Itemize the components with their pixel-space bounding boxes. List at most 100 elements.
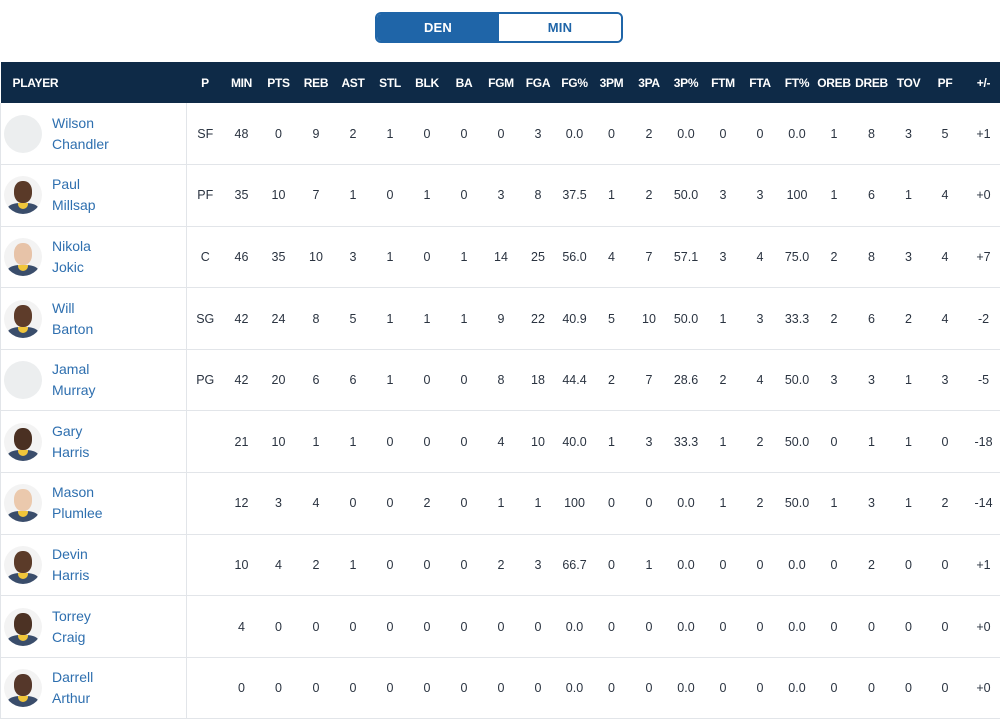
player-last-name[interactable]: Plumlee	[52, 503, 103, 524]
player-first-name[interactable]: Will	[52, 298, 93, 319]
column-header-plus-minus[interactable]: +/-	[964, 62, 1000, 103]
column-header-3pm[interactable]: 3PM	[593, 62, 631, 103]
stat-cell-3pm: 1	[593, 165, 631, 227]
player-last-name[interactable]: Chandler	[52, 134, 109, 155]
column-header-fgm[interactable]: FGM	[483, 62, 520, 103]
column-header-blk[interactable]: BLK	[409, 62, 446, 103]
stat-cell-fgm: 1	[483, 473, 520, 535]
stat-cell-dreb: 0	[853, 657, 891, 719]
stat-cell-pf: 3	[927, 349, 964, 411]
stat-cell-fga: 1	[520, 473, 557, 535]
stat-cell-fgm: 4	[483, 411, 520, 473]
stat-cell-fga: 3	[520, 103, 557, 165]
stat-cell-tov: 2	[891, 288, 927, 350]
stat-cell-ast: 2	[335, 103, 372, 165]
column-header-p[interactable]: P	[187, 62, 224, 103]
column-header-fg-pct[interactable]: FG%	[557, 62, 593, 103]
stat-cell-ftm: 0	[705, 657, 742, 719]
stat-cell-pts: 35	[260, 226, 298, 288]
stat-cell-min: 10	[224, 534, 260, 596]
stat-cell-ftm: 0	[705, 103, 742, 165]
column-header-oreb[interactable]: OREB	[816, 62, 853, 103]
stat-cell-reb: 10	[298, 226, 335, 288]
column-header-tov[interactable]: TOV	[891, 62, 927, 103]
player-first-name[interactable]: Nikola	[52, 236, 91, 257]
stat-cell-stl: 0	[372, 473, 409, 535]
stat-cell-p	[187, 657, 224, 719]
column-header-ftm[interactable]: FTM	[705, 62, 742, 103]
column-header-ft-pct[interactable]: FT%	[779, 62, 816, 103]
stat-cell-fgm: 9	[483, 288, 520, 350]
player-last-name[interactable]: Arthur	[52, 688, 93, 709]
stat-cell-plus-minus: +0	[964, 165, 1000, 227]
player-first-name[interactable]: Darrell	[52, 667, 93, 688]
player-last-name[interactable]: Craig	[52, 627, 91, 648]
stat-cell-reb: 6	[298, 349, 335, 411]
player-last-name[interactable]: Harris	[52, 442, 89, 463]
player-first-name[interactable]: Jamal	[52, 359, 96, 380]
column-header-ba[interactable]: BA	[446, 62, 483, 103]
stat-cell-fta: 3	[742, 288, 779, 350]
stat-cell-dreb: 3	[853, 349, 891, 411]
stat-cell-blk: 0	[409, 226, 446, 288]
stat-cell-oreb: 3	[816, 349, 853, 411]
stat-cell-reb: 2	[298, 534, 335, 596]
column-header-player[interactable]: PLAYER	[1, 62, 187, 103]
column-header-3p-pct[interactable]: 3P%	[668, 62, 705, 103]
column-header-dreb[interactable]: DREB	[853, 62, 891, 103]
stat-cell-reb: 9	[298, 103, 335, 165]
player-last-name[interactable]: Murray	[52, 380, 96, 401]
player-last-name[interactable]: Millsap	[52, 195, 96, 216]
stat-cell-ft-pct: 75.0	[779, 226, 816, 288]
stat-cell-ftm: 1	[705, 288, 742, 350]
column-header-pts[interactable]: PTS	[260, 62, 298, 103]
player-first-name[interactable]: Devin	[52, 544, 89, 565]
stat-cell-ba: 0	[446, 534, 483, 596]
stat-cell-min: 4	[224, 596, 260, 658]
player-first-name[interactable]: Torrey	[52, 606, 91, 627]
stat-cell-ftm: 1	[705, 411, 742, 473]
stat-cell-ast: 1	[335, 165, 372, 227]
stat-cell-stl: 1	[372, 226, 409, 288]
player-last-name[interactable]: Harris	[52, 565, 89, 586]
player-first-name[interactable]: Wilson	[52, 113, 109, 134]
column-header-3pa[interactable]: 3PA	[631, 62, 668, 103]
stat-cell-ast: 5	[335, 288, 372, 350]
column-header-pf[interactable]: PF	[927, 62, 964, 103]
stat-cell-pts: 10	[260, 165, 298, 227]
stat-cell-reb: 0	[298, 596, 335, 658]
stat-cell-p	[187, 534, 224, 596]
stat-cell-pf: 0	[927, 411, 964, 473]
player-first-name[interactable]: Gary	[52, 421, 89, 442]
avatar	[4, 361, 42, 399]
column-header-min[interactable]: MIN	[224, 62, 260, 103]
column-header-stl[interactable]: STL	[372, 62, 409, 103]
stat-cell-blk: 0	[409, 349, 446, 411]
player-last-name[interactable]: Jokic	[52, 257, 91, 278]
player-first-name[interactable]: Paul	[52, 174, 96, 195]
stat-cell-fg-pct: 56.0	[557, 226, 593, 288]
team-tab-den[interactable]: DEN	[377, 14, 499, 41]
column-header-ast[interactable]: AST	[335, 62, 372, 103]
team-tab-min[interactable]: MIN	[499, 14, 621, 41]
column-header-fta[interactable]: FTA	[742, 62, 779, 103]
column-header-reb[interactable]: REB	[298, 62, 335, 103]
stat-cell-dreb: 6	[853, 288, 891, 350]
stat-cell-fg-pct: 40.0	[557, 411, 593, 473]
player-last-name[interactable]: Barton	[52, 319, 93, 340]
column-header-fga[interactable]: FGA	[520, 62, 557, 103]
stat-cell-ftm: 3	[705, 226, 742, 288]
player-first-name[interactable]: Mason	[52, 482, 103, 503]
